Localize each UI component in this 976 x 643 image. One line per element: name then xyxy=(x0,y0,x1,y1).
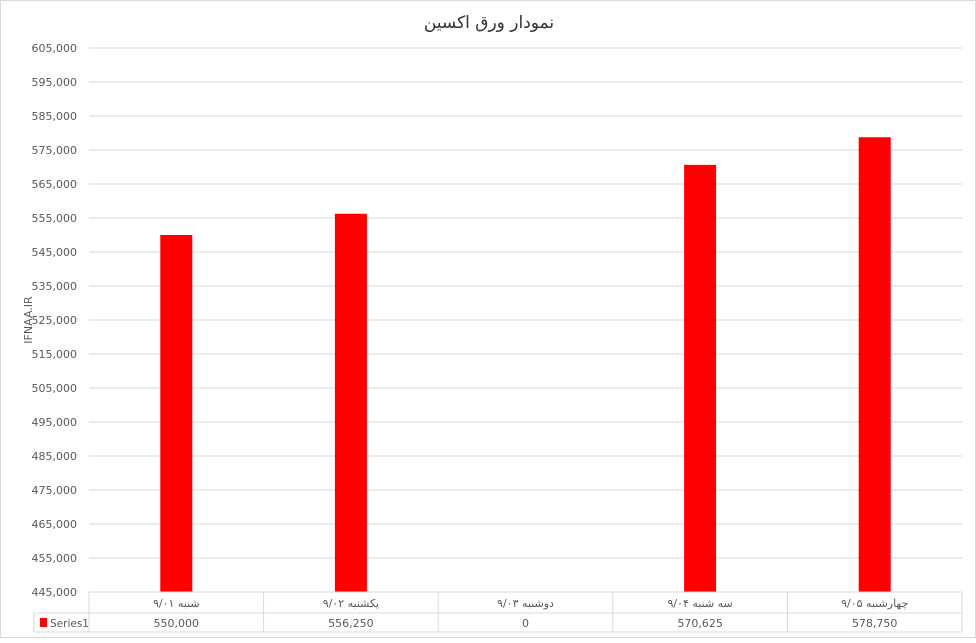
y-tick-label: 505,000 xyxy=(32,382,78,395)
data-table-value: 570,625 xyxy=(677,617,723,630)
bar xyxy=(858,137,891,592)
x-tick-label: دوشنبه ۹/۰۳ xyxy=(497,597,554,610)
y-tick-label: 485,000 xyxy=(32,450,78,463)
y-tick-label: 495,000 xyxy=(32,416,78,429)
y-tick-label: 565,000 xyxy=(32,178,78,191)
chart-title: نمودار ورق اکسین xyxy=(424,13,554,33)
y-tick-label: 525,000 xyxy=(32,314,78,327)
y-tick-label: 535,000 xyxy=(32,280,78,293)
bar xyxy=(160,235,193,592)
y-tick-label: 475,000 xyxy=(32,484,78,497)
legend-label: Series1 xyxy=(50,618,89,630)
data-table-value: 556,250 xyxy=(328,617,374,630)
legend-key xyxy=(40,618,47,627)
y-tick-label: 575,000 xyxy=(32,144,78,157)
x-tick-label: یکشنبه ۹/۰۲ xyxy=(323,597,379,610)
x-tick-label: چهارشنبه ۹/۰۵ xyxy=(841,597,908,610)
y-tick-label: 515,000 xyxy=(32,348,78,361)
data-table-value: 550,000 xyxy=(154,617,200,630)
y-tick-label: 555,000 xyxy=(32,212,78,225)
y-tick-label: 595,000 xyxy=(32,76,78,89)
y-tick-label: 585,000 xyxy=(32,110,78,123)
y-tick-label: 465,000 xyxy=(32,518,78,531)
x-tick-label: شنبه ۹/۰۱ xyxy=(153,597,200,610)
bar xyxy=(684,164,717,592)
y-tick-label: 545,000 xyxy=(32,246,78,259)
y-axis-label: IFNAA.IR xyxy=(22,296,35,344)
y-tick-label: 455,000 xyxy=(32,552,78,565)
y-tick-label: 445,000 xyxy=(32,586,78,599)
data-table-value: 0 xyxy=(522,617,529,630)
data-table-value: 578,750 xyxy=(852,617,898,630)
x-tick-label: سه شنبه ۹/۰۴ xyxy=(667,597,732,610)
y-tick-label: 605,000 xyxy=(32,42,78,55)
bar xyxy=(334,213,367,592)
